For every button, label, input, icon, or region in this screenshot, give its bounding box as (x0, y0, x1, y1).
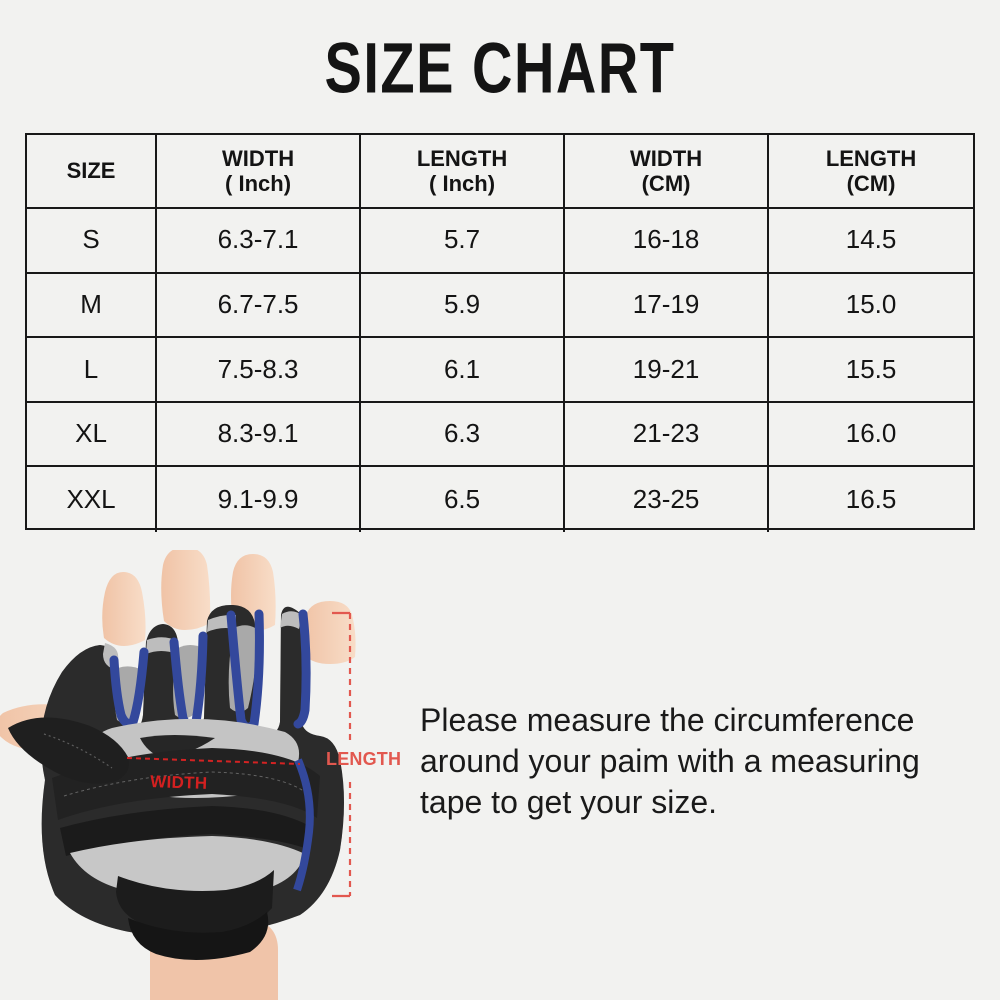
svg-text:LENGTH: LENGTH (326, 749, 401, 769)
svg-text:WIDTH: WIDTH (150, 772, 208, 793)
